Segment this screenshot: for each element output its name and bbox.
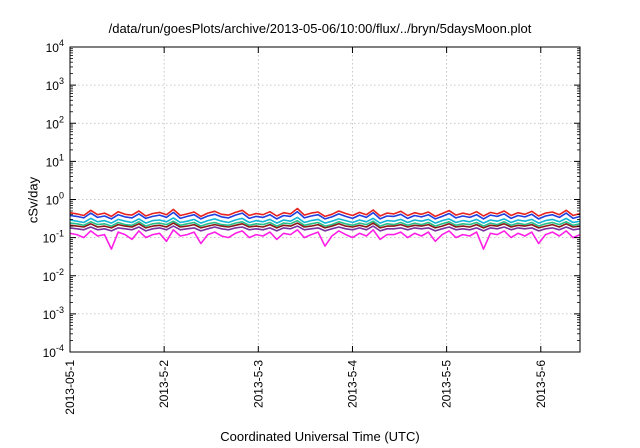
x-tick-label: 2013-05-1	[63, 360, 77, 415]
chart-title: /data/run/goesPlots/archive/2013-05-06/1…	[108, 21, 532, 36]
x-tick-label: 2013-5-6	[534, 360, 548, 408]
x-ticks: 2013-05-1 2013-5-2 2013-5-3 2013-5-4 2013-5-…	[63, 47, 548, 415]
series-line-1	[69, 207, 581, 218]
x-tick-label: 2013-5-2	[157, 360, 171, 408]
y-ticks: 10-4 10-3 10-2 10-1 100 101 102 103 104	[43, 38, 580, 360]
y-tick-label: 10-3	[43, 305, 64, 322]
grid	[70, 47, 580, 352]
y-tick-label: 104	[46, 38, 64, 55]
series-line-6	[69, 225, 581, 232]
x-tick-label: 2013-5-4	[345, 360, 359, 408]
y-tick-label: 10-2	[43, 267, 64, 284]
series-layer	[69, 207, 581, 250]
y-tick-label: 101	[46, 152, 64, 169]
x-tick-label: 2013-5-3	[251, 360, 265, 408]
series-line-2	[69, 210, 581, 220]
series-line-4	[69, 219, 581, 227]
series-line-5	[69, 222, 581, 229]
series-line-7	[69, 229, 581, 250]
series-line-3	[69, 216, 581, 224]
y-tick-label: 10-4	[43, 343, 64, 360]
x-axis-label: Coordinated Universal Time (UTC)	[220, 429, 420, 444]
y-tick-label: 100	[46, 191, 64, 208]
y-tick-label: 103	[46, 76, 64, 93]
y-tick-label: 102	[46, 114, 64, 131]
x-tick-label: 2013-5-5	[440, 360, 454, 408]
y-tick-label: 10-1	[43, 229, 64, 246]
